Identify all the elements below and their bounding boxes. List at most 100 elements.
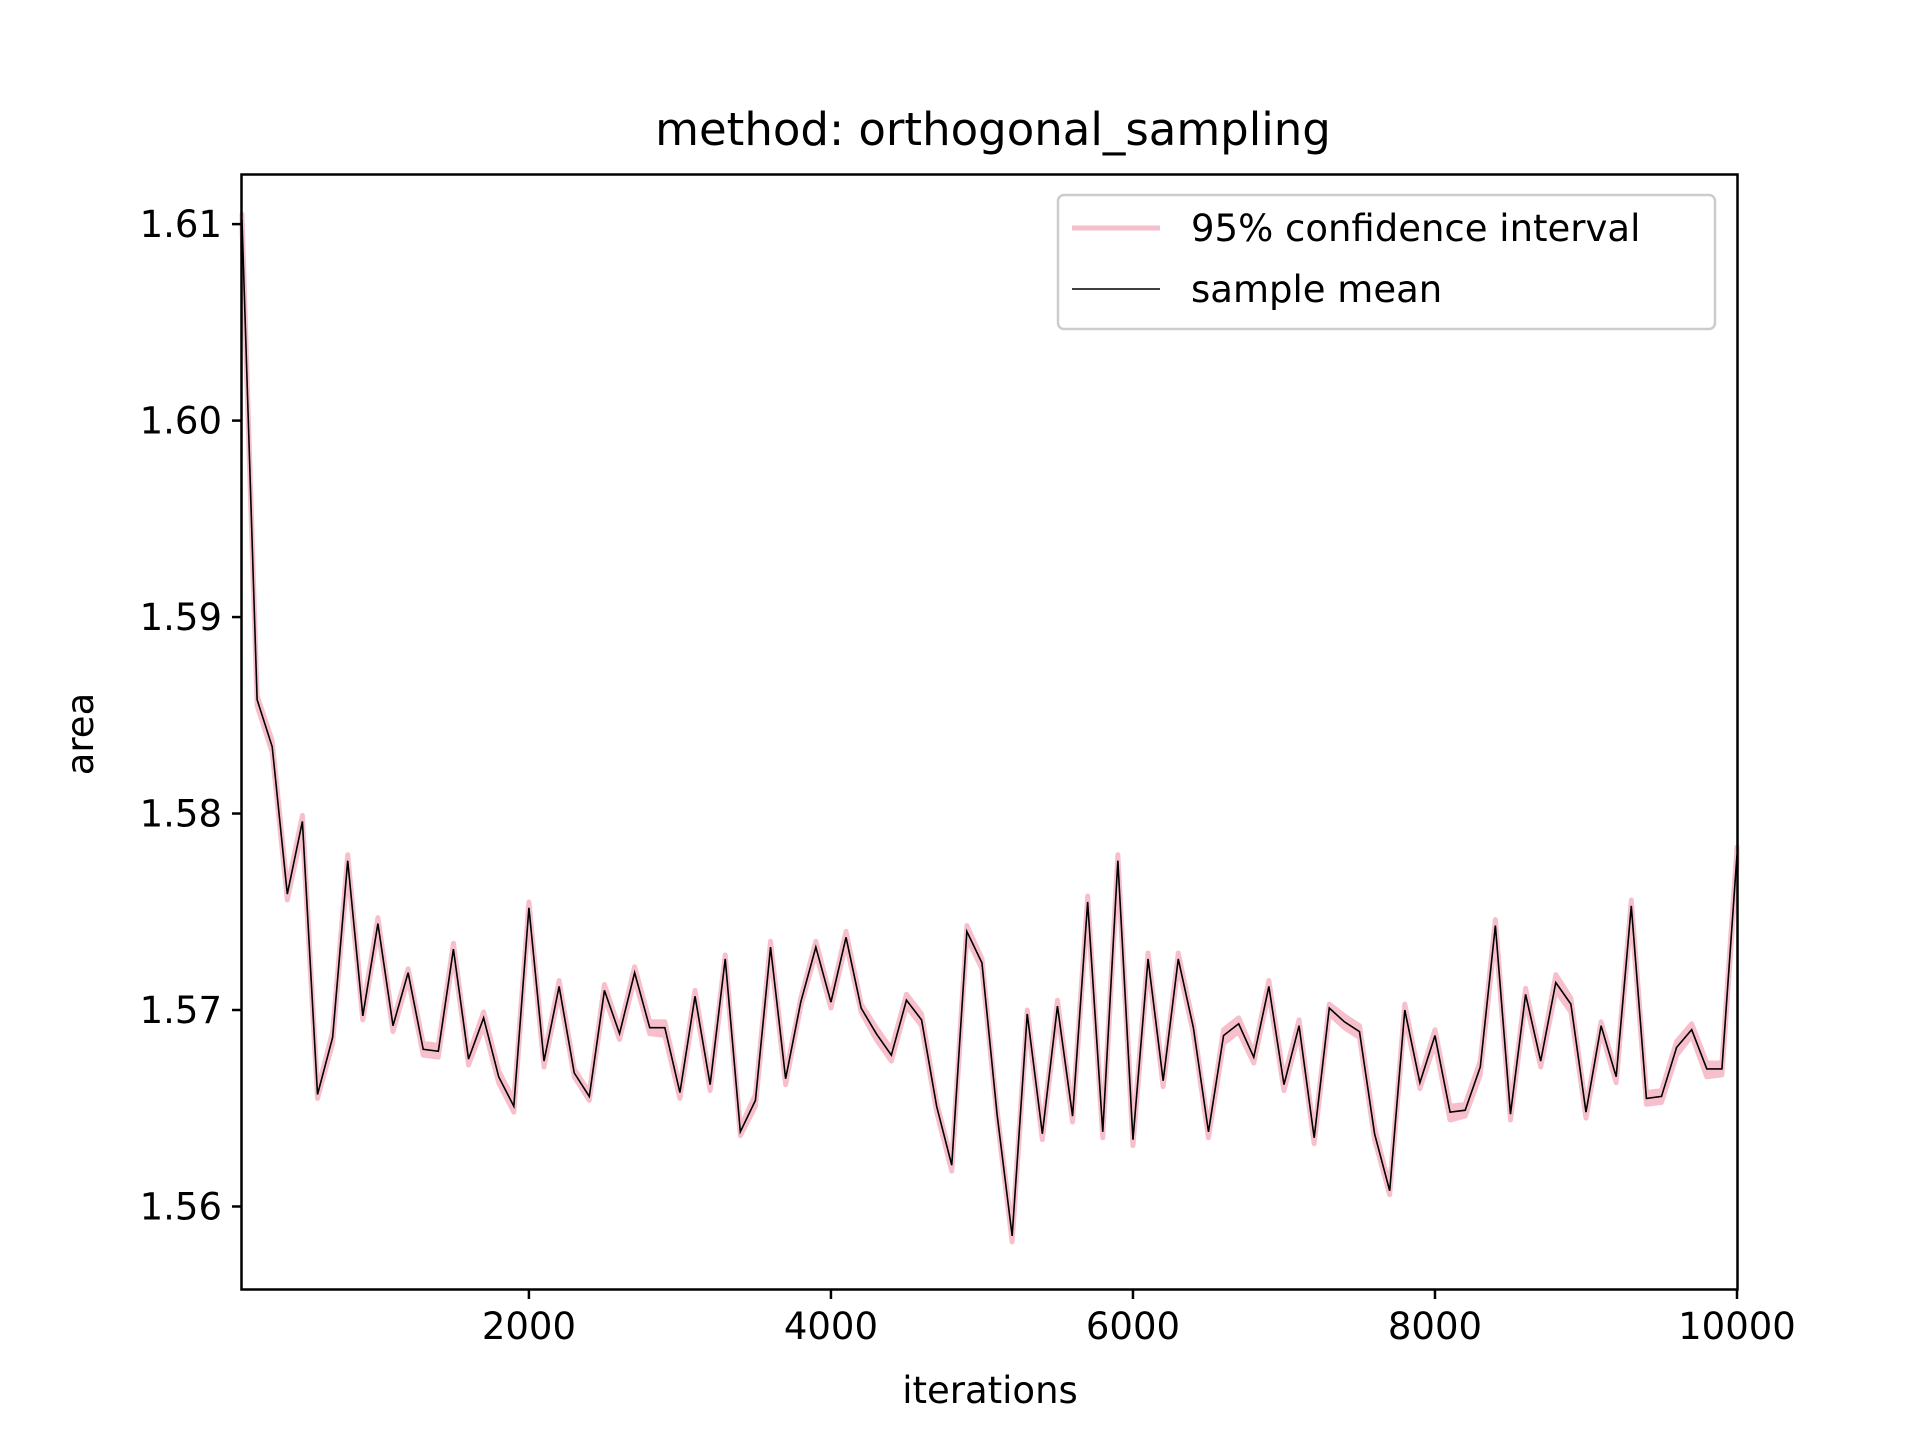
sample-mean-point [830,1001,832,1003]
sample-mean-point [573,1072,575,1074]
sample-mean-point [1086,901,1088,903]
sample-mean-point [649,1026,651,1028]
sample-mean-point [1237,1023,1239,1025]
sample-mean-point [1494,924,1496,926]
y-axis: 1.56 1.57 1.58 1.59 1.60 1.61 [140,203,242,1228]
sample-mean-point [543,1060,545,1062]
sample-mean-point [1615,1076,1617,1078]
sample-mean-point [1117,859,1119,861]
sample-mean-point [724,958,726,960]
sample-mean-point [935,1105,937,1107]
x-tick-label: 8000 [1388,1305,1482,1348]
sample-mean-point [890,1054,892,1056]
sample-mean-point [1298,1025,1300,1027]
sample-mean-point [1358,1030,1360,1032]
sample-mean-point [1600,1025,1602,1027]
sample-mean-point [1056,1005,1058,1007]
legend-label-mean: sample mean [1191,268,1442,311]
sample-mean-point [845,936,847,938]
sample-mean-point [996,1113,998,1115]
sample-mean-point [558,985,560,987]
sample-mean-point [1207,1131,1209,1133]
sample-mean-point [1449,1111,1451,1113]
sample-mean-point [271,746,273,748]
sample-mean-point [815,946,817,948]
sample-mean-point [467,1058,469,1060]
sample-mean-point [1222,1034,1224,1036]
legend-label-interval: 95% confidence interval [1191,207,1640,250]
sample-mean-point [1675,1046,1677,1048]
sample-mean-point [1585,1111,1587,1113]
sample-mean-point [709,1083,711,1085]
sample-mean-point [1555,981,1557,983]
sample-mean-point [286,893,288,895]
sample-mean-point [392,1025,394,1027]
sample-mean-point [1660,1095,1662,1097]
sample-mean-point [1071,1115,1073,1117]
sample-mean-point [1539,1060,1541,1062]
sample-mean-point [800,1001,802,1003]
sample-mean-point [1343,1021,1345,1023]
x-tick-label: 2000 [482,1305,576,1348]
sample-mean-point [905,999,907,1001]
y-tick-label: 1.56 [140,1185,222,1228]
sample-mean-point [1404,1009,1406,1011]
sample-mean-point [422,1048,424,1050]
sample-mean-point [951,1164,953,1166]
sample-mean-point [1691,1028,1693,1030]
sample-mean-line [241,220,1738,1237]
sample-mean-point [1283,1083,1285,1085]
sample-mean-point [679,1091,681,1093]
x-tick-label: 10000 [1678,1305,1796,1348]
sample-mean-point [452,948,454,950]
sample-mean-point [498,1076,500,1078]
sample-mean-point [1524,993,1526,995]
x-axis: 2000 4000 6000 8000 10000 [482,1289,1796,1348]
sample-mean-point [1464,1109,1466,1111]
sample-mean-point [1162,1080,1164,1082]
sample-mean-point [301,820,303,822]
legend: 95% confidence interval sample mean [1056,193,1717,331]
sample-mean-point [1041,1133,1043,1135]
sample-mean-point [1253,1056,1255,1058]
sample-mean-point [331,1036,333,1038]
sample-mean-point [1645,1097,1647,1099]
sample-mean-point [1026,1013,1028,1015]
sample-mean-point [1721,1068,1723,1070]
sample-mean-point [784,1078,786,1080]
chart-title: method: orthogonal_sampling [655,103,1331,156]
sample-mean-point [1479,1066,1481,1068]
y-tick-label: 1.59 [140,596,222,639]
sample-mean-point [482,1017,484,1019]
y-tick-label: 1.60 [140,400,222,443]
y-tick-label: 1.57 [140,989,222,1032]
sample-mean-point [754,1099,756,1101]
sample-mean-point [1177,958,1179,960]
sample-mean-point [347,859,349,861]
sample-mean-point [437,1050,439,1052]
x-tick-label: 6000 [1086,1305,1180,1348]
sample-mean-point [1373,1133,1375,1135]
sample-mean-point [316,1093,318,1095]
x-tick-label: 4000 [784,1305,878,1348]
sample-mean-point [1328,1007,1330,1009]
sample-mean-point [1147,958,1149,960]
sample-mean-point [1570,1003,1572,1005]
sample-mean-point [362,1015,364,1017]
sample-mean-point [875,1032,877,1034]
sample-mean-point [1630,905,1632,907]
sample-mean-point [1434,1034,1436,1036]
sample-mean-point [1268,985,1270,987]
sample-mean-point [256,698,258,700]
sample-mean-point [694,995,696,997]
y-axis-label: area [59,693,102,776]
sample-mean-point [1192,1026,1194,1028]
sample-mean-point [1706,1068,1708,1070]
sample-mean-point [1419,1082,1421,1084]
legend-box [1056,193,1717,331]
sample-mean-point [769,946,771,948]
sample-mean-point [603,989,605,991]
sample-mean-point [860,1007,862,1009]
sample-mean-point [1509,1113,1511,1115]
